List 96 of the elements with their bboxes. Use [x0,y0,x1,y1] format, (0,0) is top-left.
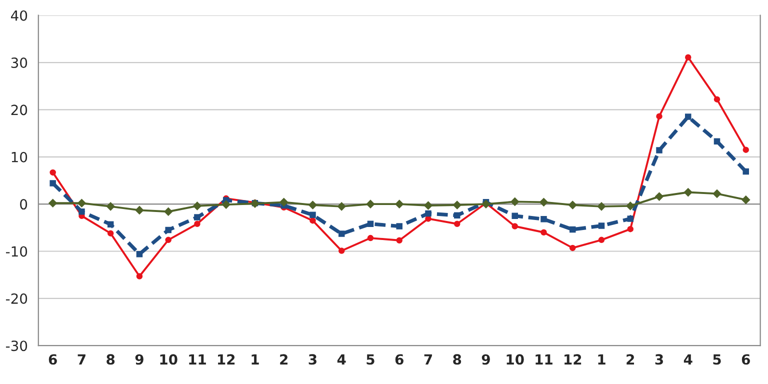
point [165,236,172,244]
y-tick-label: 30 [11,58,28,68]
y-tick-label: -10 [6,246,28,257]
point [454,220,460,228]
point [310,212,316,218]
x-tick-label: 10 [506,354,524,365]
point [742,168,750,175]
point [136,273,143,280]
point [712,190,722,198]
point [742,146,750,153]
point [222,200,230,209]
point [107,221,114,228]
x-tick-label: 1 [252,354,259,364]
point [454,212,460,219]
y-tick-label: 10 [12,152,28,162]
x-tick-label: 8 [106,354,115,365]
point [136,250,143,258]
point [685,114,692,120]
x-tick-label: 12 [218,354,235,364]
point [568,200,577,210]
x-tick-label: 12 [564,354,582,364]
point [308,200,317,210]
point [569,244,576,252]
x-tick-label: 3 [655,354,663,365]
x-tick-label: 1 [598,354,606,364]
y-tick-label: 20 [11,104,28,116]
point [367,220,374,228]
point [48,198,57,208]
x-tick-label: 6 [48,354,57,365]
x-tick-label: 9 [135,354,144,365]
x-tick-label: 11 [536,354,552,364]
point [106,202,115,211]
point [338,248,345,254]
point [540,216,547,222]
point [540,229,547,236]
point [569,226,576,233]
point [684,188,692,196]
x-tick-label: 6 [742,354,750,365]
point [396,237,402,244]
point [50,169,56,176]
point [742,196,750,204]
x-tick-label: 7 [424,354,432,364]
point [310,217,316,224]
point [685,54,692,60]
point [280,198,288,206]
point [193,202,202,210]
point [512,223,518,230]
x-tick-label: 8 [453,354,462,365]
y-tick-label: 0 [20,199,28,210]
point [425,210,432,217]
point [194,214,200,220]
point [714,138,720,144]
point [338,230,345,237]
x-tick-label: 5 [713,354,721,365]
point [626,202,635,210]
point [656,113,662,120]
point [78,198,86,208]
point [107,230,114,236]
point [655,192,664,201]
point [424,201,432,210]
point [135,206,144,214]
point [337,202,346,211]
point [714,96,720,102]
point [598,236,605,244]
point [194,220,200,228]
point [165,226,172,234]
x-tick-label: 9 [482,354,490,365]
x-tick-label: 10 [160,354,178,365]
point [396,223,402,230]
x-tick-label: 6 [395,354,404,365]
x-tick-label: 3 [308,354,316,365]
point [510,198,519,206]
point [50,180,56,186]
x-tick-label: 11 [189,354,206,364]
x-tick-label: 4 [337,354,346,364]
point [366,200,375,208]
point [512,212,518,219]
point [540,198,548,206]
x-tick-label: 5 [366,354,374,365]
x-tick-label: 2 [280,354,288,364]
y-tick-label: -20 [6,293,28,304]
point [627,216,634,222]
y-tick-label: 40 [10,10,28,21]
x-tick-label: 2 [626,354,634,364]
point [598,222,605,229]
point [78,208,85,215]
point [164,207,172,216]
point [597,202,606,211]
x-tick-label: 4 [684,354,692,364]
x-tick-label: 7 [78,354,86,364]
point [656,147,662,154]
point [452,200,462,210]
point [627,226,634,232]
point [395,200,404,208]
point [367,234,374,242]
y-tick-label: -30 [6,340,28,352]
